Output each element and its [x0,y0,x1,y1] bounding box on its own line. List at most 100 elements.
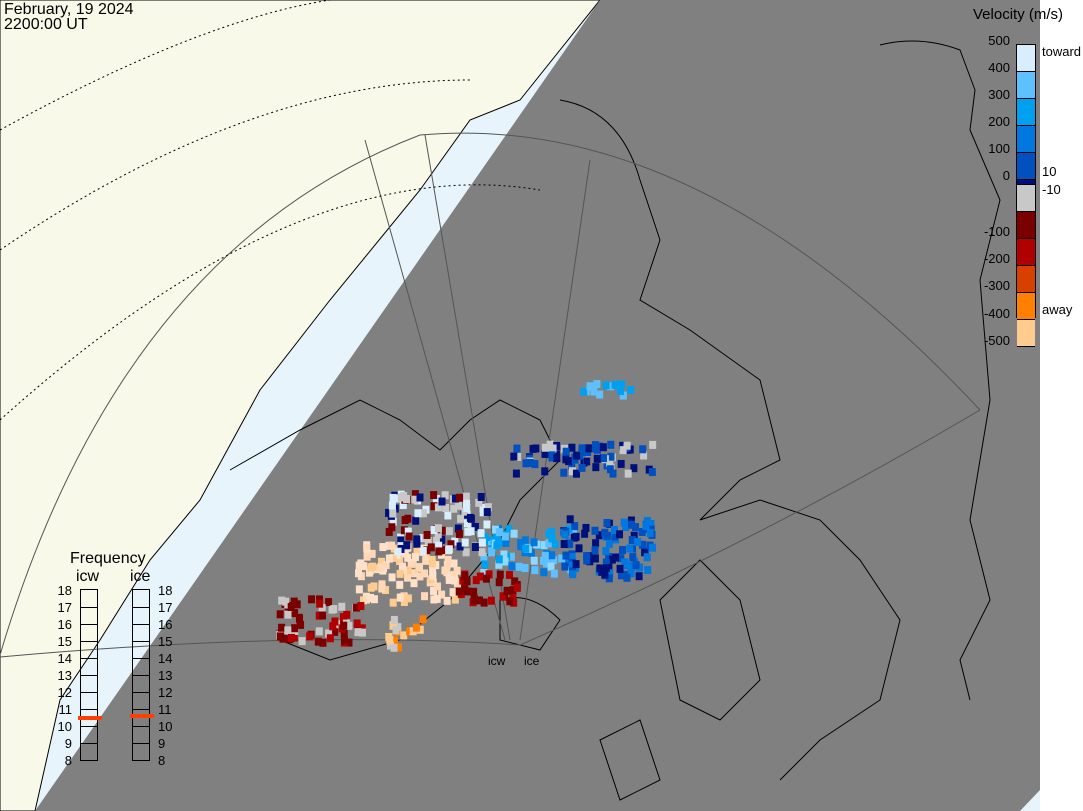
velocity-cell [592,463,600,472]
velocity-cell [616,387,624,396]
velocity-cell [428,560,436,569]
velocity-cell [451,576,459,585]
velocity-cell [370,595,378,604]
velocity-cell [484,503,492,512]
velocity-cell [462,548,470,557]
velocity-cell [397,536,405,545]
velocity-cell [521,563,529,572]
velocity-cell [562,447,570,456]
velocity-cell [382,561,390,570]
velocity-cell [435,547,443,556]
velocity-cell [487,596,495,605]
velocity-cell [461,571,469,580]
velocity-cell [291,624,299,633]
velocity-cell [385,527,393,536]
velocity-cell [583,457,591,466]
velocity-cell [495,555,503,564]
velocity-cell [388,541,396,550]
velocity-cell [641,548,649,557]
velocity-cell [358,624,366,633]
velocity-cell [515,562,523,571]
velocity-cell [593,454,601,463]
velocity-cell [421,592,429,601]
velocity-cell [411,495,419,504]
velocity-cell [522,459,530,468]
velocity-cell [507,552,515,561]
frequency-tick: 16 [158,617,173,632]
velocity-cell [505,570,513,579]
velocity-cell [540,568,548,577]
velocity-cell [401,516,409,525]
velocity-cell [400,598,408,607]
velocity-cell [457,514,465,523]
velocity-cell [508,562,516,571]
velocity-cell [331,627,339,636]
velocity-cell [404,527,412,536]
velocity-cell [541,467,549,476]
velocity-cell [419,615,427,624]
velocity-cell [419,546,427,555]
velocity-cell [385,554,393,563]
velocity-cell [445,545,453,554]
velocity-cell [530,538,538,547]
velocity-cell [276,632,284,641]
velocity-cell [605,574,613,583]
velocity-cell [343,610,351,619]
velocity-cell [450,570,458,579]
velocity-cell [388,501,396,510]
velocity-cell [575,544,583,553]
frequency-tick: 18 [158,583,173,598]
velocity-cell [455,529,463,538]
velocity-cell [593,380,601,389]
velocity-cell [450,504,458,513]
velocity-cell [600,454,608,463]
colorbar-tick: -400 [983,305,1010,321]
velocity-cell [478,548,486,557]
colorbar-tick: -500 [983,333,1010,348]
velocity-cell [462,492,470,501]
velocity-cell [470,596,478,605]
velocity-cell [548,453,556,462]
velocity-cell [482,574,490,583]
frequency-marker [78,715,102,720]
velocity-cell [396,557,404,566]
velocity-cell [290,597,298,606]
velocity-cell [367,583,375,592]
site-label-ice: ice [524,654,540,668]
velocity-cell [630,464,638,473]
site-label-icw: icw [488,654,506,668]
velocity-cell [412,623,420,632]
velocity-cell [514,452,522,461]
velocity-cell [392,626,400,635]
velocity-cell [548,534,556,543]
velocity-cell [606,465,614,474]
velocity-cell [363,552,371,561]
velocity-cell [591,546,599,555]
frequency-bar-icw [78,589,102,761]
velocity-cell [476,596,484,605]
velocity-cell [389,621,397,630]
velocity-cell [566,515,574,524]
velocity-cell [621,558,629,567]
velocity-cell [367,593,375,602]
velocity-cell [639,445,647,454]
velocity-cell [483,508,491,517]
velocity-cell [463,519,471,528]
velocity-cell [605,552,613,561]
velocity-cell [541,449,549,458]
colorbar-segment [1017,185,1035,212]
velocity-cell [628,520,636,529]
velocity-cell [441,566,449,575]
velocity-cell [643,517,651,526]
velocity-cell [430,595,438,604]
velocity-cell [606,569,614,578]
velocity-cell [513,444,521,453]
velocity-cell [398,562,406,571]
legend-toward: toward [1042,44,1082,59]
velocity-cell [620,518,628,527]
velocity-cell [390,643,398,652]
velocity-cell [580,387,588,396]
velocity-cell [307,595,315,604]
velocity-cell [389,598,397,607]
